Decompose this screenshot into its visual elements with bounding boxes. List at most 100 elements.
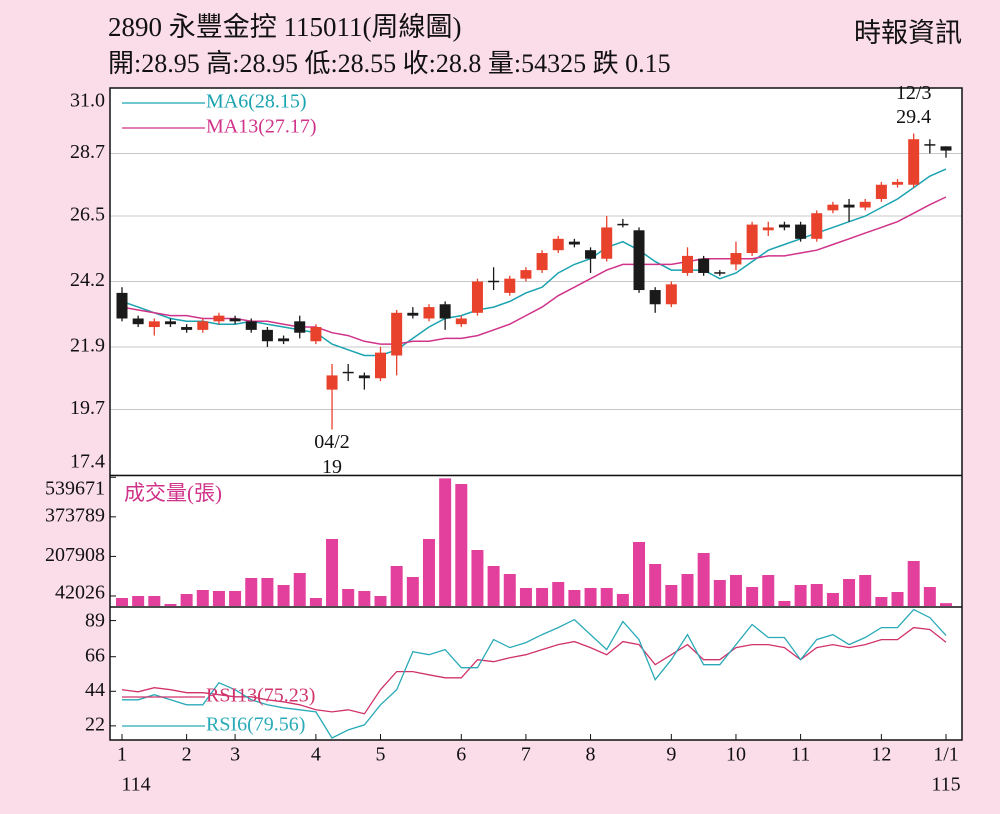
y-tick-label: 31.0 [70,90,105,112]
volume-bar [326,538,339,606]
volume-bar [116,598,128,606]
volume-bar [616,594,629,606]
volume-bar [358,590,371,606]
volume-bar [940,603,952,606]
volume-bar [826,593,839,606]
y-tick-label: 89 [85,610,105,632]
y-tick-label: 17.4 [70,451,105,473]
legend-label: RSI13(75.23) [206,685,315,707]
x-tick-label: 8 [586,744,596,766]
candle-body [940,146,952,151]
candle-body [892,181,904,185]
volume-bar [309,598,322,606]
candle-body [649,290,661,305]
volume-bar [843,578,856,606]
volume-bar [180,594,193,606]
volume-bar [568,589,581,606]
y-tick-label: 22 [85,713,105,735]
candle-body [568,241,580,245]
x-tick-label: 3 [230,744,240,766]
candle-body [132,318,144,325]
volume-bar [584,587,597,606]
candle-body [795,224,807,239]
candle-body [455,318,467,325]
volume-bar [762,574,775,606]
year-label: 115 [931,774,960,796]
plot-background [110,88,962,740]
x-tick-label: 7 [521,744,531,766]
legend-label: RSI6(79.56) [206,714,305,736]
candle-body [375,352,387,379]
candle-body [681,255,693,273]
volume-bar [132,596,145,606]
year-label: 114 [121,774,150,796]
annotation-date: 04/2 [314,431,350,453]
candle-body [164,321,176,325]
x-tick-label: 4 [311,744,321,766]
volume-bar [697,552,710,606]
volume-bar [665,585,678,606]
volume-bar [342,588,355,606]
volume-bar [406,576,419,606]
candle-body [617,223,629,226]
legend-label: MA13(27.17) [206,116,317,138]
volume-bar [729,574,742,606]
candle-body [116,292,128,319]
price-info: 開:28.95 高:28.95 低:28.55 收:28.8 量:54325 跌… [108,49,671,78]
annotation-value: 19 [322,456,342,478]
x-tick-label: 6 [456,744,466,766]
candle-body [294,321,306,333]
volume-bar [875,597,888,606]
ma-line [121,168,947,357]
volume-bar [261,577,274,606]
rsi-line [121,626,947,715]
candle-body [197,321,209,330]
candle-body [181,327,193,330]
y-tick-label: 24.2 [70,269,105,291]
volume-bar [649,563,662,606]
x-tick-label: 1 [117,744,127,766]
candle-body [439,304,451,319]
volume-bar [455,484,468,606]
volume-bar [293,573,306,606]
x-tick-label: 11 [791,744,810,766]
y-tick-label: 66 [85,644,105,666]
volume-bar [810,584,823,606]
candle-body [746,224,758,254]
volume-bar [794,585,807,606]
y-tick-label: 19.7 [70,397,105,419]
x-tick-label: 9 [666,744,676,766]
candle-body [245,321,257,330]
volume-bar [439,478,452,606]
volume-bar [374,596,387,606]
chart-title: 2890 永豐金控 115011(周線圖) [108,12,461,42]
candle-body [310,327,322,342]
plot-frame [109,87,963,741]
candle-body [601,227,613,259]
volume-bar [277,585,290,606]
volume-bar [212,590,225,606]
annotation-date: 12/3 [896,82,932,104]
candle-body [778,224,790,228]
y-tick-label: 26.5 [70,204,105,226]
y-tick-label: 207908 [45,544,105,566]
candle-body [407,312,419,316]
candle-body [326,375,338,390]
x-tick-label: 2 [182,744,192,766]
volume-bar [552,582,565,606]
candle-body [924,144,936,146]
candle-body [213,315,225,322]
volume-bar [859,574,872,606]
volume-bar [390,565,403,606]
candle-body [698,258,710,273]
volume-bar [471,549,484,606]
volume-label: 成交量(張) [124,481,222,505]
x-tick-label: 5 [376,744,386,766]
annotation-value: 29.4 [896,106,931,128]
candle-body [261,329,273,342]
ma-line [121,196,947,345]
y-tick-label: 539671 [45,478,105,500]
candle-body [278,338,290,342]
candle-body [391,312,403,356]
y-tick-label: 21.9 [70,335,105,357]
